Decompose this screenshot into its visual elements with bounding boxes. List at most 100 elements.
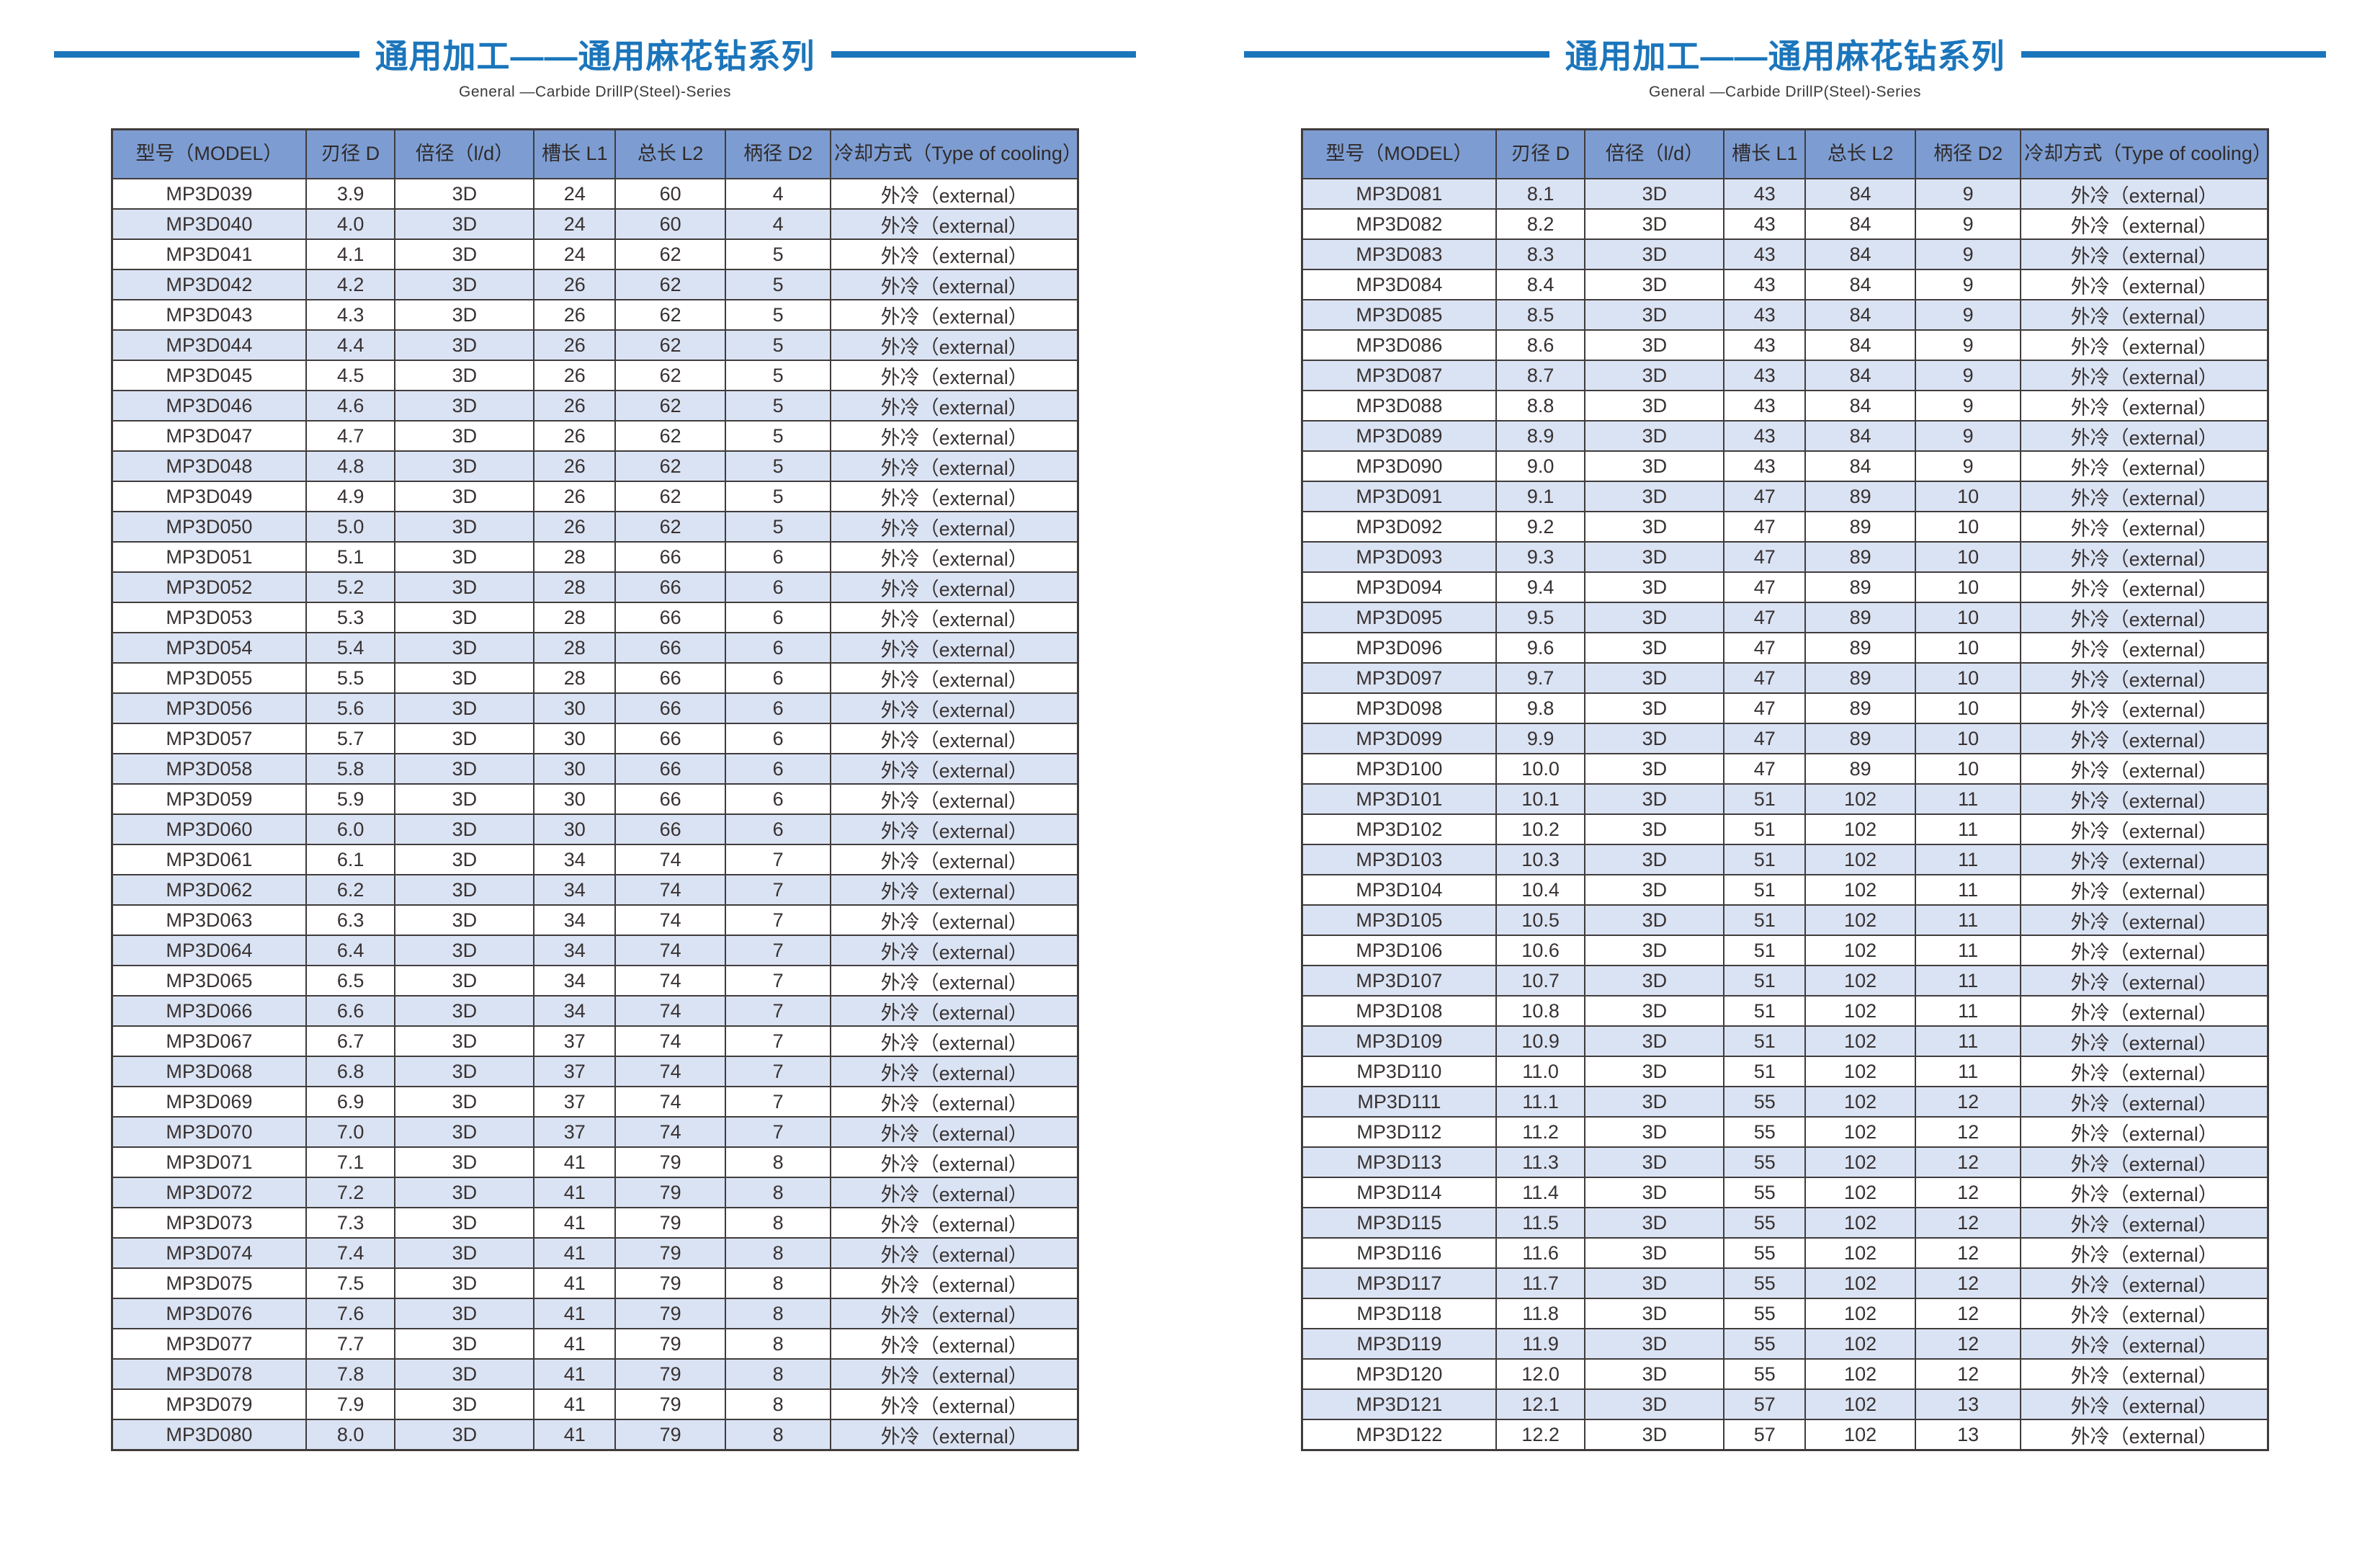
cell-flute-length: 55 [1723,1177,1807,1208]
cell-length-ratio: 3D [1584,1086,1725,1118]
page-subtitle: General —Carbide DrillP(Steel)-Series [1649,84,1921,100]
cell-shank-diameter: 12 [1915,1328,2022,1360]
cell-blade-diameter: 7.4 [305,1237,396,1269]
cell-shank-diameter: 7 [725,1056,832,1087]
cell-cooling-type: 外冷（external） [830,1328,1079,1360]
cell-overall-length: 79 [614,1237,727,1269]
cell-length-ratio: 3D [394,1025,535,1057]
table-row: MP3D077 7.7 3D 41 79 8 外冷（external） [111,1328,1079,1360]
table-row: MP3D117 11.7 3D 55 102 12 外冷（external） [1301,1267,2269,1299]
table-row: MP3D090 9.0 3D 43 84 9 外冷（external） [1301,450,2269,482]
cell-cooling-type: 外冷（external） [2020,1237,2269,1269]
cell-overall-length: 89 [1804,511,1917,543]
cell-flute-length: 26 [533,420,617,452]
cell-length-ratio: 3D [1584,390,1725,422]
cell-blade-diameter: 7.8 [305,1358,396,1390]
cell-overall-length: 102 [1804,1177,1917,1208]
cell-overall-length: 102 [1804,904,1917,936]
table-row: MP3D080 8.0 3D 41 79 8 外冷（external） [111,1419,1079,1451]
page-title: 通用加工——通用麻花钻系列 [1565,37,2005,75]
cell-shank-diameter: 4 [725,208,832,240]
cell-length-ratio: 3D [1584,541,1725,573]
table-row: MP3D087 8.7 3D 43 84 9 外冷（external） [1301,360,2269,391]
cell-overall-length: 66 [614,632,727,664]
cell-flute-length: 51 [1723,935,1807,966]
cell-overall-length: 79 [614,1207,727,1239]
cell-shank-diameter: 10 [1915,753,2022,785]
cell-blade-diameter: 4.1 [305,238,396,270]
cell-overall-length: 62 [614,511,727,543]
cell-model: MP3D069 [111,1086,307,1118]
cell-shank-diameter: 12 [1915,1237,2022,1269]
cell-blade-diameter: 10.8 [1495,995,1586,1027]
cell-blade-diameter: 4.8 [305,450,396,482]
cell-flute-length: 41 [533,1237,617,1269]
cell-overall-length: 66 [614,692,727,724]
cell-cooling-type: 外冷（external） [830,329,1079,361]
cell-cooling-type: 外冷（external） [2020,1358,2269,1390]
col-header-model: 型号（MODEL） [1301,128,1497,179]
cell-overall-length: 79 [614,1328,727,1360]
catalog-page-right: 通用加工——通用麻花钻系列 General —Carbide DrillP(St… [1190,0,2380,1565]
cell-blade-diameter: 5.2 [305,571,396,603]
cell-cooling-type: 外冷（external） [2020,632,2269,664]
cell-model: MP3D051 [111,541,307,573]
cell-length-ratio: 3D [1584,1056,1725,1087]
cell-overall-length: 102 [1804,1328,1917,1360]
cell-blade-diameter: 4.7 [305,420,396,452]
cell-model: MP3D075 [111,1267,307,1299]
cell-shank-diameter: 7 [725,1086,832,1118]
cell-length-ratio: 3D [1584,1146,1725,1178]
cell-flute-length: 41 [533,1146,617,1178]
cell-overall-length: 66 [614,662,727,694]
cell-cooling-type: 外冷（external） [2020,783,2269,815]
cell-overall-length: 62 [614,481,727,512]
cell-overall-length: 62 [614,299,727,331]
table-row: MP3D119 11.9 3D 55 102 12 外冷（external） [1301,1328,2269,1360]
cell-flute-length: 30 [533,723,617,754]
cell-overall-length: 62 [614,329,727,361]
cell-cooling-type: 外冷（external） [830,904,1079,936]
cell-shank-diameter: 11 [1915,783,2022,815]
cell-flute-length: 26 [533,390,617,422]
cell-cooling-type: 外冷（external） [2020,1207,2269,1239]
cell-overall-length: 102 [1804,874,1917,906]
table-row: MP3D113 11.3 3D 55 102 12 外冷（external） [1301,1146,2269,1178]
table-row: MP3D104 10.4 3D 51 102 11 外冷（external） [1301,874,2269,906]
cell-model: MP3D095 [1301,602,1497,633]
cell-length-ratio: 3D [394,450,535,482]
cell-cooling-type: 外冷（external） [2020,1116,2269,1148]
cell-shank-diameter: 8 [725,1419,832,1451]
col-header-shank-diameter: 柄径 D2 [1915,128,2022,179]
cell-model: MP3D059 [111,783,307,815]
cell-cooling-type: 外冷（external） [2020,965,2269,996]
cell-length-ratio: 3D [394,1116,535,1148]
cell-length-ratio: 3D [1584,1358,1725,1390]
table-row: MP3D066 6.6 3D 34 74 7 外冷（external） [111,995,1079,1027]
cell-overall-length: 89 [1804,753,1917,785]
table-row: MP3D083 8.3 3D 43 84 9 外冷（external） [1301,238,2269,270]
cell-length-ratio: 3D [1584,662,1725,694]
cell-flute-length: 41 [533,1298,617,1329]
cell-length-ratio: 3D [394,995,535,1027]
table-row: MP3D111 11.1 3D 55 102 12 外冷（external） [1301,1086,2269,1118]
cell-shank-diameter: 4 [725,178,832,210]
cell-model: MP3D085 [1301,299,1497,331]
table-row: MP3D107 10.7 3D 51 102 11 外冷（external） [1301,965,2269,996]
cell-model: MP3D039 [111,178,307,210]
cell-blade-diameter: 11.7 [1495,1267,1586,1299]
cell-blade-diameter: 6.2 [305,874,396,906]
cell-cooling-type: 外冷（external） [830,1298,1079,1329]
cell-model: MP3D107 [1301,965,1497,996]
cell-overall-length: 89 [1804,481,1917,512]
cell-model: MP3D046 [111,390,307,422]
table-row: MP3D084 8.4 3D 43 84 9 外冷（external） [1301,269,2269,300]
cell-flute-length: 47 [1723,692,1807,724]
cell-length-ratio: 3D [1584,965,1725,996]
cell-cooling-type: 外冷（external） [830,481,1079,512]
cell-model: MP3D068 [111,1056,307,1087]
table-row: MP3D112 11.2 3D 55 102 12 外冷（external） [1301,1116,2269,1148]
cell-cooling-type: 外冷（external） [2020,481,2269,512]
cell-flute-length: 43 [1723,329,1807,361]
cell-cooling-type: 外冷（external） [830,1056,1079,1087]
